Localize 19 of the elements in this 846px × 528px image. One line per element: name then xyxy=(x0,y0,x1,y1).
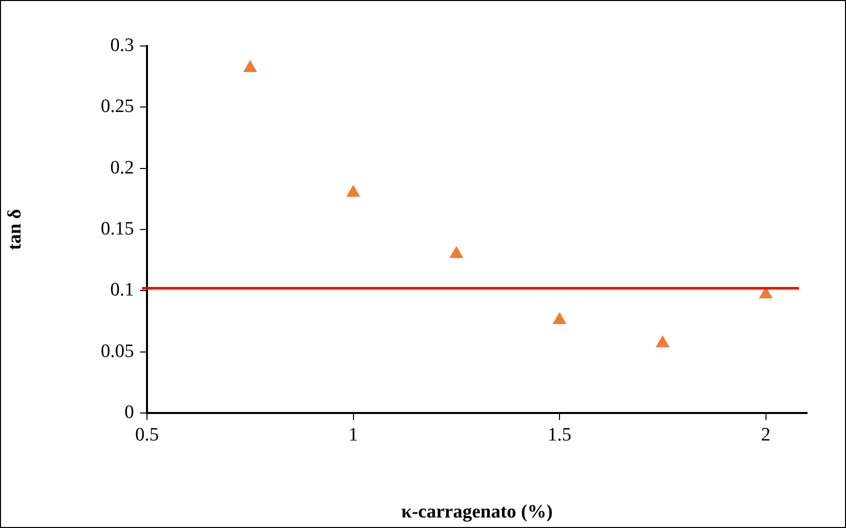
x-axis-title: κ-carragenato (%) xyxy=(401,502,553,523)
y-tick-label: 0.25 xyxy=(100,96,134,118)
point xyxy=(346,184,360,197)
y-tick-label: 0.15 xyxy=(100,218,134,240)
y-axis-title: tan δ xyxy=(4,208,26,250)
point xyxy=(243,60,258,72)
y-tick-label: 0.1 xyxy=(110,280,134,301)
point xyxy=(758,286,773,298)
y-tick-label: 0.05 xyxy=(100,340,134,362)
x-tick-label: 1.5 xyxy=(548,424,572,446)
x-tick-label: 1 xyxy=(348,424,358,446)
y-tick-label: 0 xyxy=(124,402,134,423)
x-tick-label: 0.5 xyxy=(135,424,159,446)
point xyxy=(449,246,464,258)
point xyxy=(656,335,670,348)
point xyxy=(552,312,566,324)
y-tick-label: 0.2 xyxy=(110,157,134,178)
x-tick-label: 2 xyxy=(761,424,770,446)
y-tick-label: 0.3 xyxy=(110,34,134,56)
